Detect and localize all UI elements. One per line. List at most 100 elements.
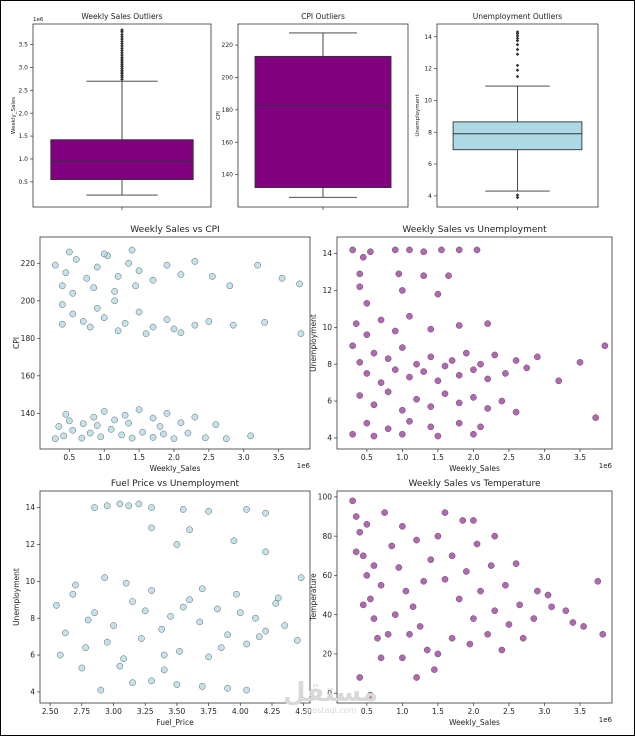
outlier-point <box>515 36 520 41</box>
y-tick-label: 6 <box>327 397 332 406</box>
scatter-point <box>233 590 240 598</box>
scatter-point <box>186 526 193 534</box>
scatter-point <box>455 419 463 427</box>
x-tick-label: 4.25 <box>264 707 281 716</box>
outlier-point <box>120 37 124 41</box>
scatter-point <box>101 574 108 581</box>
scatter-point <box>441 362 449 370</box>
scatter-point <box>381 509 388 516</box>
scatter-point <box>363 331 371 339</box>
x-exponent: 1e6 <box>599 462 613 470</box>
scatter-point <box>243 686 250 694</box>
scatter-point <box>163 261 171 269</box>
scatter-point <box>427 353 435 361</box>
scatter-point <box>477 360 484 368</box>
scatter-point <box>391 366 399 374</box>
y-tick-label: 6 <box>428 161 432 168</box>
x-tick-label: 0.5 <box>63 453 75 462</box>
scatter-point <box>79 318 87 325</box>
outlier-point <box>515 63 520 68</box>
scatter-point <box>116 500 124 508</box>
y-tick-label: 8 <box>30 614 35 623</box>
scatter-point <box>129 679 136 687</box>
outlier-point <box>120 59 124 63</box>
scatter-point <box>205 507 212 515</box>
scatter-point <box>170 325 178 333</box>
scatter-point <box>296 280 303 288</box>
scatter-point <box>441 390 449 398</box>
scatter-point <box>224 684 231 692</box>
outlier-point <box>515 52 520 57</box>
scatter-point <box>83 274 91 282</box>
scatter-point <box>114 273 122 280</box>
scatter-point <box>484 630 491 638</box>
outlier-point <box>120 46 124 51</box>
chart-sc_fuel_unemp: Fuel Price vs Unemployment 4 6 8 10 12 14 Unemp… <box>12 479 312 727</box>
scatter-point <box>272 600 280 607</box>
scatter-point <box>399 430 406 438</box>
y-tick-label: 0 <box>327 689 332 698</box>
chart-title: Weekly Sales vs Unemployment <box>402 225 547 235</box>
scatter-point <box>363 521 371 528</box>
scatter-point <box>297 574 305 581</box>
y-tick-label: 220 <box>21 259 36 268</box>
scatter-point <box>352 320 360 327</box>
scatter-point <box>359 253 367 261</box>
scatter-point <box>470 394 477 401</box>
scatter-point <box>111 297 119 305</box>
scatter-point <box>100 250 108 258</box>
scatter-point <box>51 435 59 443</box>
scatter-point <box>55 423 63 430</box>
scatter-point <box>413 360 420 368</box>
scatter-point <box>406 246 413 254</box>
scatter-point <box>399 406 406 414</box>
scatter-point <box>56 651 64 659</box>
scatter-point <box>402 587 410 595</box>
y-tick-label: 10 <box>424 97 432 104</box>
watermark-logo: مستقل <box>283 678 379 708</box>
scatter-point <box>148 587 155 594</box>
scatter-point <box>356 392 364 399</box>
scatter-point <box>205 653 212 661</box>
chart-sc_sales_cpi: Weekly Sales vs CPI 140 160 180 200 220 CPI 1e6… <box>12 225 311 473</box>
chart-box_cpi: CPI Outliers 140 160 180 200 220 CPI <box>216 12 409 210</box>
scatter-point <box>69 310 77 318</box>
scatter-point <box>512 560 520 567</box>
y-tick-label: 160 <box>222 139 234 146</box>
scatter-point <box>370 432 378 440</box>
scatter-point <box>191 258 199 265</box>
scatter-point <box>534 353 541 361</box>
axes-frame <box>39 490 311 704</box>
y-axis-label: Unemployment <box>415 94 421 137</box>
x-tick-label: 3.0 <box>539 707 551 716</box>
scatter-point <box>349 430 356 438</box>
y-tick-label: 3.5 <box>18 42 28 49</box>
point-layer <box>51 246 305 443</box>
x-tick-label: 2.50 <box>42 707 59 716</box>
scatter-point <box>384 630 392 638</box>
scatter-point <box>86 323 94 331</box>
scatter-point <box>261 319 269 326</box>
scatter-point <box>93 304 101 312</box>
scatter-point <box>236 609 244 617</box>
scatter-point <box>459 517 467 524</box>
scatter-point <box>399 344 406 351</box>
scatter-point <box>470 517 477 524</box>
outlier-point <box>120 70 124 74</box>
scatter-point <box>90 284 98 292</box>
y-tick-label: 14 <box>424 34 432 41</box>
scatter-point <box>455 246 463 254</box>
scatter-point <box>116 662 124 670</box>
scatter-point <box>158 625 166 633</box>
scatter-point <box>243 640 250 648</box>
scatter-point <box>170 435 178 443</box>
y-tick-label: 14 <box>25 503 35 512</box>
scatter-point <box>148 677 155 685</box>
outlier-point <box>120 35 124 39</box>
chart-title: Weekly Sales vs Temperature <box>408 479 541 489</box>
scatter-point <box>388 542 396 550</box>
scatter-point <box>121 319 129 327</box>
scatter-point <box>455 371 463 379</box>
outlier-point <box>120 55 124 60</box>
scatter-point <box>58 282 66 290</box>
